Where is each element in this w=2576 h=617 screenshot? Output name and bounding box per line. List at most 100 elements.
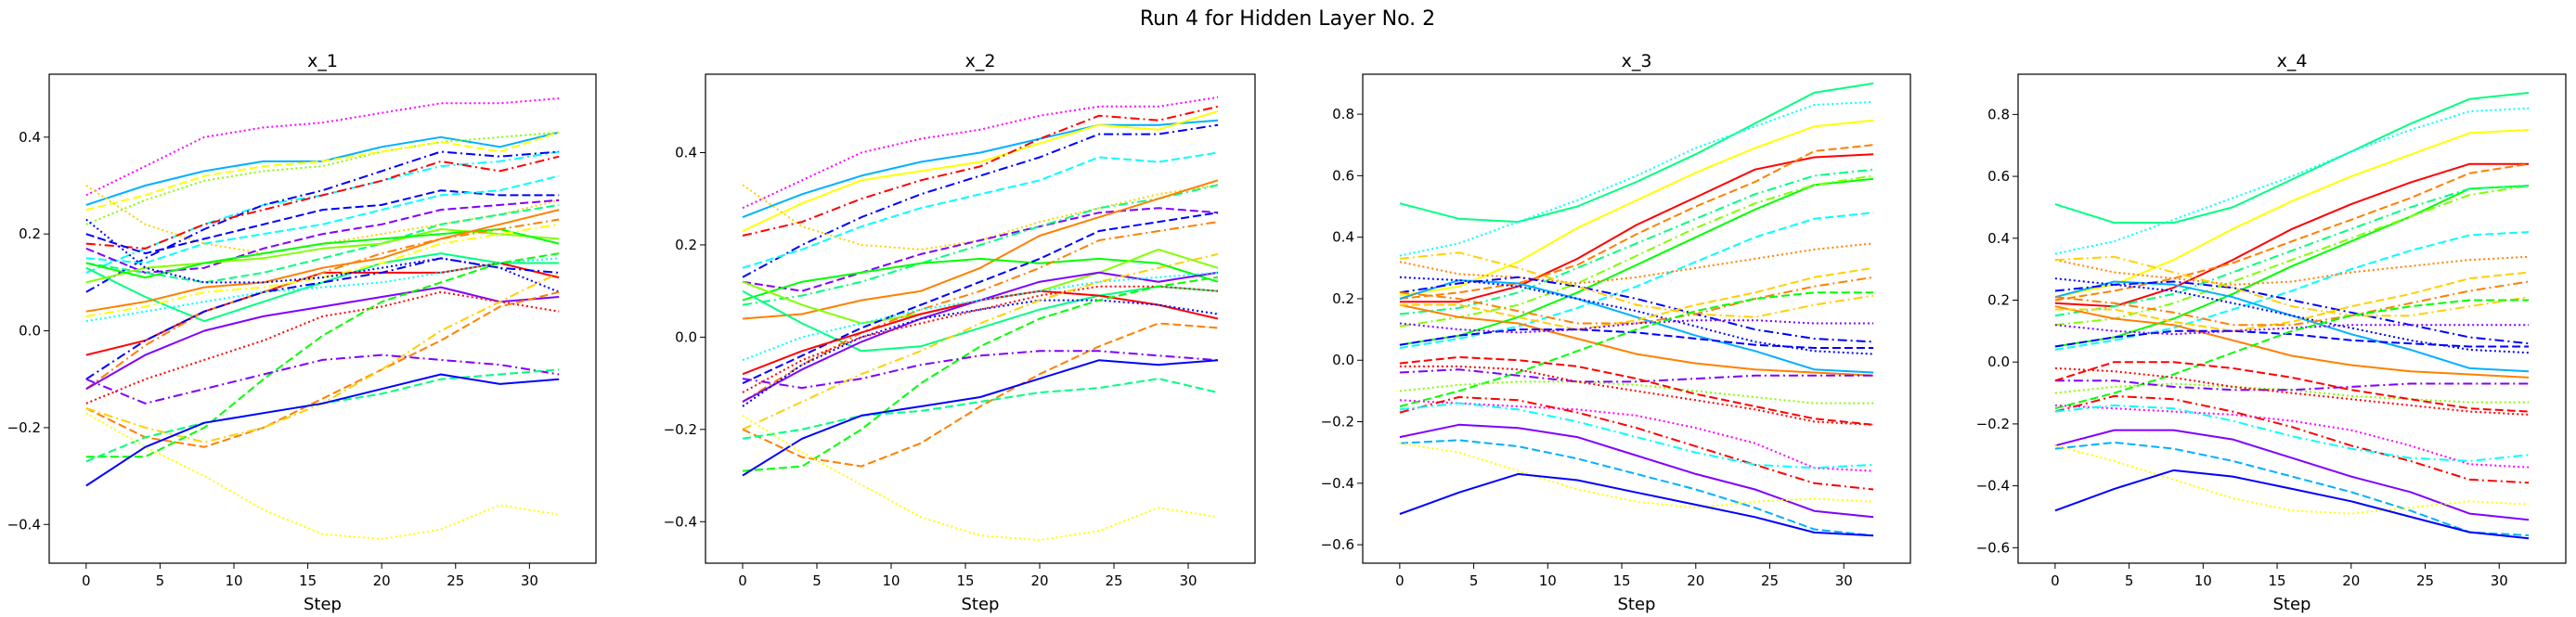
y-tick-label: −0.4: [1321, 475, 1354, 492]
series-line-6: [1399, 168, 1874, 315]
x-tick-label: 10: [882, 572, 900, 589]
y-tick-label: 0.2: [675, 237, 697, 253]
subplot-title: x_2: [965, 51, 996, 71]
series-line-20: [85, 218, 560, 293]
series-line-3: [742, 109, 1219, 232]
series-line-9: [2054, 231, 2530, 351]
y-tick-label: −0.4: [664, 513, 697, 530]
series-line-25: [2054, 404, 2530, 469]
x-tick-label: 5: [812, 572, 822, 589]
series-line-25: [1399, 399, 1874, 472]
x-tick-label: 10: [2194, 572, 2212, 589]
x-tick-label: 5: [2125, 572, 2134, 589]
y-tick-label: −0.2: [664, 421, 697, 438]
series-line-18: [85, 218, 560, 391]
y-tick-label: 0.4: [1987, 230, 2010, 247]
x-tick-label: 25: [2416, 572, 2434, 589]
y-tick-label: 0.0: [1332, 352, 1354, 368]
subplot-1: 0 5 10 15 20 25 30 −0.4 −0.2 0.0 0.2 0.4 x_1 Step: [7, 51, 597, 614]
y-tick-label: 0.6: [1987, 168, 2010, 185]
series-line-2: [742, 119, 1219, 219]
x-axis-label: Step: [2273, 595, 2311, 614]
series-line-20: [2054, 299, 2530, 410]
series-line-10: [742, 179, 1219, 320]
x-tick-label: 15: [299, 572, 317, 589]
series-line-28: [2054, 429, 2530, 521]
series-line-15: [742, 221, 1219, 403]
y-tick-label: 0.2: [19, 225, 41, 242]
series-line-11: [85, 199, 560, 274]
panels: 0 5 10 15 20 25 30 −0.4 −0.2 0.0 0.2 0.4 x_1 Step 0 5 10…: [7, 51, 2567, 614]
y-tick-label: 0.0: [19, 323, 41, 340]
series-line-24: [2054, 361, 2530, 413]
y-tick-label: 0.2: [1332, 290, 1354, 307]
x-tick-label: 10: [225, 572, 242, 589]
x-tick-label: 15: [956, 572, 974, 589]
series-line-5: [2054, 185, 2530, 348]
series-line-29: [85, 368, 560, 463]
series-line-13: [742, 285, 1219, 353]
x-tick-label: 5: [1469, 572, 1479, 589]
series-line-30: [85, 373, 560, 487]
series-line-16: [1399, 266, 1874, 331]
y-tick-label: 0.8: [1987, 106, 2010, 122]
series-line-10: [85, 174, 560, 264]
series-line-18: [742, 299, 1219, 407]
series-line-12: [2054, 277, 2530, 354]
x-tick-label: 20: [2342, 572, 2360, 589]
x-axis-label: Step: [962, 595, 1000, 614]
y-tick-label: −0.4: [1976, 478, 2010, 495]
x-tick-label: 0: [1395, 572, 1405, 589]
series-line-18: [2054, 329, 2530, 348]
x-tick-label: 20: [1687, 572, 1704, 589]
series-line-26: [742, 359, 1219, 477]
y-tick-label: 0.2: [1987, 291, 2010, 308]
series-line-14: [742, 212, 1219, 385]
x-tick-label: 20: [1030, 572, 1048, 589]
series-line-12: [1399, 276, 1874, 355]
series-line-15: [1399, 303, 1874, 377]
series-line-9: [85, 189, 560, 255]
series-line-19: [742, 271, 1219, 362]
x-tick-label: 25: [1761, 572, 1779, 589]
series-line-28: [1399, 423, 1874, 519]
series-line-3: [85, 131, 560, 225]
x-tick-label: 30: [521, 572, 538, 589]
x-tick-label: 10: [1539, 572, 1557, 589]
series-line-19: [1399, 319, 1874, 334]
x-tick-label: 25: [1105, 572, 1122, 589]
x-tick-label: 0: [2051, 572, 2060, 589]
series-line-26: [2054, 394, 2530, 484]
series-line-25: [85, 290, 560, 448]
series-line-8: [742, 207, 1219, 292]
series-line-22: [85, 286, 560, 391]
y-tick-label: 0.4: [19, 129, 41, 146]
series-line-2: [2054, 107, 2530, 255]
subplot-4: 0 5 10 15 20 25 30 −0.6 −0.4 −0.2 0.0 0.2 0.4 0.6 0.8 x…: [1976, 51, 2567, 614]
axes-frame: [48, 73, 597, 564]
series-line-1: [2054, 92, 2530, 225]
series-line-1: [85, 97, 560, 197]
series-line-27: [2054, 404, 2530, 462]
x-tick-label: 30: [2491, 572, 2508, 589]
series-line-14: [1399, 251, 1874, 318]
y-tick-label: 0.0: [1987, 353, 2010, 370]
series-line-7: [85, 155, 560, 250]
series-group: [742, 96, 1219, 542]
series-line-12: [85, 203, 560, 284]
series-line-17: [742, 271, 1219, 403]
axes-frame: [1362, 73, 1911, 564]
series-line-25: [742, 378, 1219, 440]
series-line-6: [2054, 185, 2530, 327]
series-line-20: [742, 285, 1219, 393]
x-tick-label: 15: [1613, 572, 1631, 589]
series-line-4: [1399, 153, 1874, 303]
x-tick-label: 25: [447, 572, 464, 589]
y-tick-label: 0.4: [1332, 229, 1354, 246]
x-axis-label: Step: [304, 595, 342, 614]
subplot-title: x_4: [2277, 51, 2308, 71]
series-line-22: [742, 276, 1219, 472]
x-tick-label: 5: [156, 572, 165, 589]
series-line-21: [742, 252, 1219, 431]
x-tick-label: 30: [1835, 572, 1853, 589]
